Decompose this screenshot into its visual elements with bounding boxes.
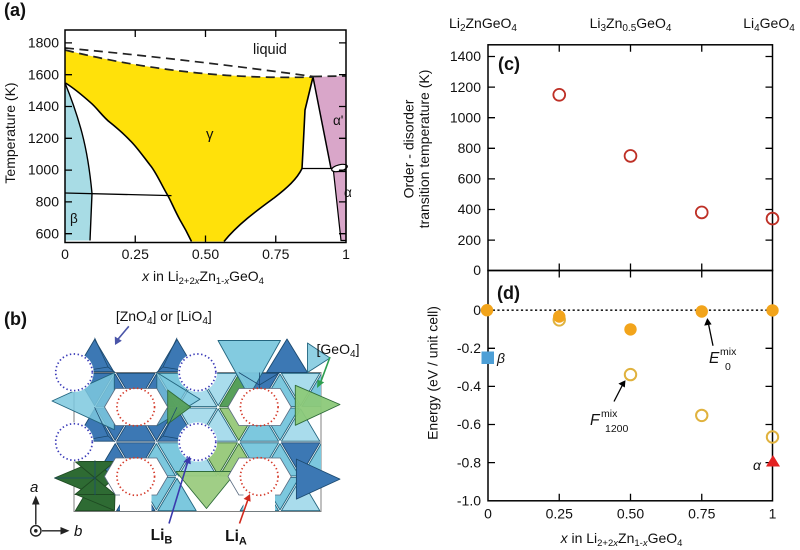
svg-text:0: 0 <box>484 506 492 522</box>
svg-text:α: α <box>753 457 762 473</box>
svg-text:800: 800 <box>458 140 482 156</box>
svg-text:[ZnO4] or [LiO4]: [ZnO4] or [LiO4] <box>116 308 212 327</box>
svg-text:-0.8: -0.8 <box>457 454 481 470</box>
svg-text:F: F <box>590 412 601 429</box>
svg-text:0: 0 <box>725 361 731 373</box>
svg-text:(c): (c) <box>498 54 520 74</box>
svg-text:200: 200 <box>458 232 482 248</box>
svg-text:1400: 1400 <box>450 48 481 64</box>
svg-text:Li3Zn0.5GeO4: Li3Zn0.5GeO4 <box>590 15 672 34</box>
svg-text:(a): (a) <box>4 0 26 20</box>
svg-text:mix: mix <box>601 408 618 420</box>
svg-text:LiB: LiB <box>151 527 173 547</box>
svg-text:1: 1 <box>769 506 777 522</box>
svg-text:-0.4: -0.4 <box>457 378 481 394</box>
svg-text:Order - disorder: Order - disorder <box>401 99 417 198</box>
svg-text:transition temperature (K): transition temperature (K) <box>416 70 432 229</box>
svg-text:1000: 1000 <box>28 162 59 178</box>
svg-text:α: α <box>344 185 352 200</box>
svg-text:0.75: 0.75 <box>262 246 289 262</box>
svg-text:-0.6: -0.6 <box>457 416 481 432</box>
svg-text:LiA: LiA <box>225 528 247 548</box>
svg-text:Li4GeO4: Li4GeO4 <box>743 15 795 34</box>
svg-text:[GeO4]: [GeO4] <box>317 341 360 360</box>
svg-text:1200: 1200 <box>450 79 481 95</box>
svg-text:1600: 1600 <box>28 66 59 82</box>
svg-text:0.75: 0.75 <box>688 506 715 522</box>
svg-text:1800: 1800 <box>28 35 59 51</box>
svg-text:0.25: 0.25 <box>122 246 149 262</box>
svg-text:Li2ZnGeO4: Li2ZnGeO4 <box>449 15 517 34</box>
svg-text:a: a <box>30 479 38 496</box>
svg-text:E: E <box>709 350 720 367</box>
svg-text:1000: 1000 <box>450 109 481 125</box>
svg-text:β: β <box>496 350 505 366</box>
svg-text:b: b <box>74 523 82 540</box>
svg-text:1200: 1200 <box>605 423 629 435</box>
svg-text:β: β <box>70 211 78 226</box>
svg-text:-0.2: -0.2 <box>457 340 481 356</box>
svg-text:1400: 1400 <box>28 98 59 114</box>
svg-text:1: 1 <box>342 246 350 262</box>
svg-text:0: 0 <box>61 246 69 262</box>
svg-text:α': α' <box>333 113 343 128</box>
svg-text:600: 600 <box>458 171 482 187</box>
svg-text:-1.0: -1.0 <box>457 492 481 508</box>
svg-text:Temperature (K): Temperature (K) <box>2 82 18 183</box>
svg-text:1200: 1200 <box>28 130 59 146</box>
svg-text:0: 0 <box>473 302 481 318</box>
svg-text:800: 800 <box>36 194 60 210</box>
svg-text:γ: γ <box>206 126 214 143</box>
svg-text:(b): (b) <box>4 309 27 329</box>
svg-text:liquid: liquid <box>253 42 287 58</box>
svg-text:mix: mix <box>720 346 737 358</box>
svg-text:600: 600 <box>36 225 60 241</box>
svg-text:0.50: 0.50 <box>192 246 219 262</box>
svg-text:Energy (eV / unit cell): Energy (eV / unit cell) <box>425 306 441 440</box>
svg-text:(d): (d) <box>497 283 520 303</box>
svg-text:400: 400 <box>458 201 482 217</box>
svg-text:0.25: 0.25 <box>546 506 573 522</box>
svg-text:x in Li2+2xZn1-xGeO4: x in Li2+2xZn1-xGeO4 <box>560 530 683 549</box>
svg-text:x in Li2+2xZn1-xGeO4: x in Li2+2xZn1-xGeO4 <box>141 268 264 287</box>
svg-text:0.50: 0.50 <box>617 506 644 522</box>
svg-text:0: 0 <box>473 262 481 278</box>
